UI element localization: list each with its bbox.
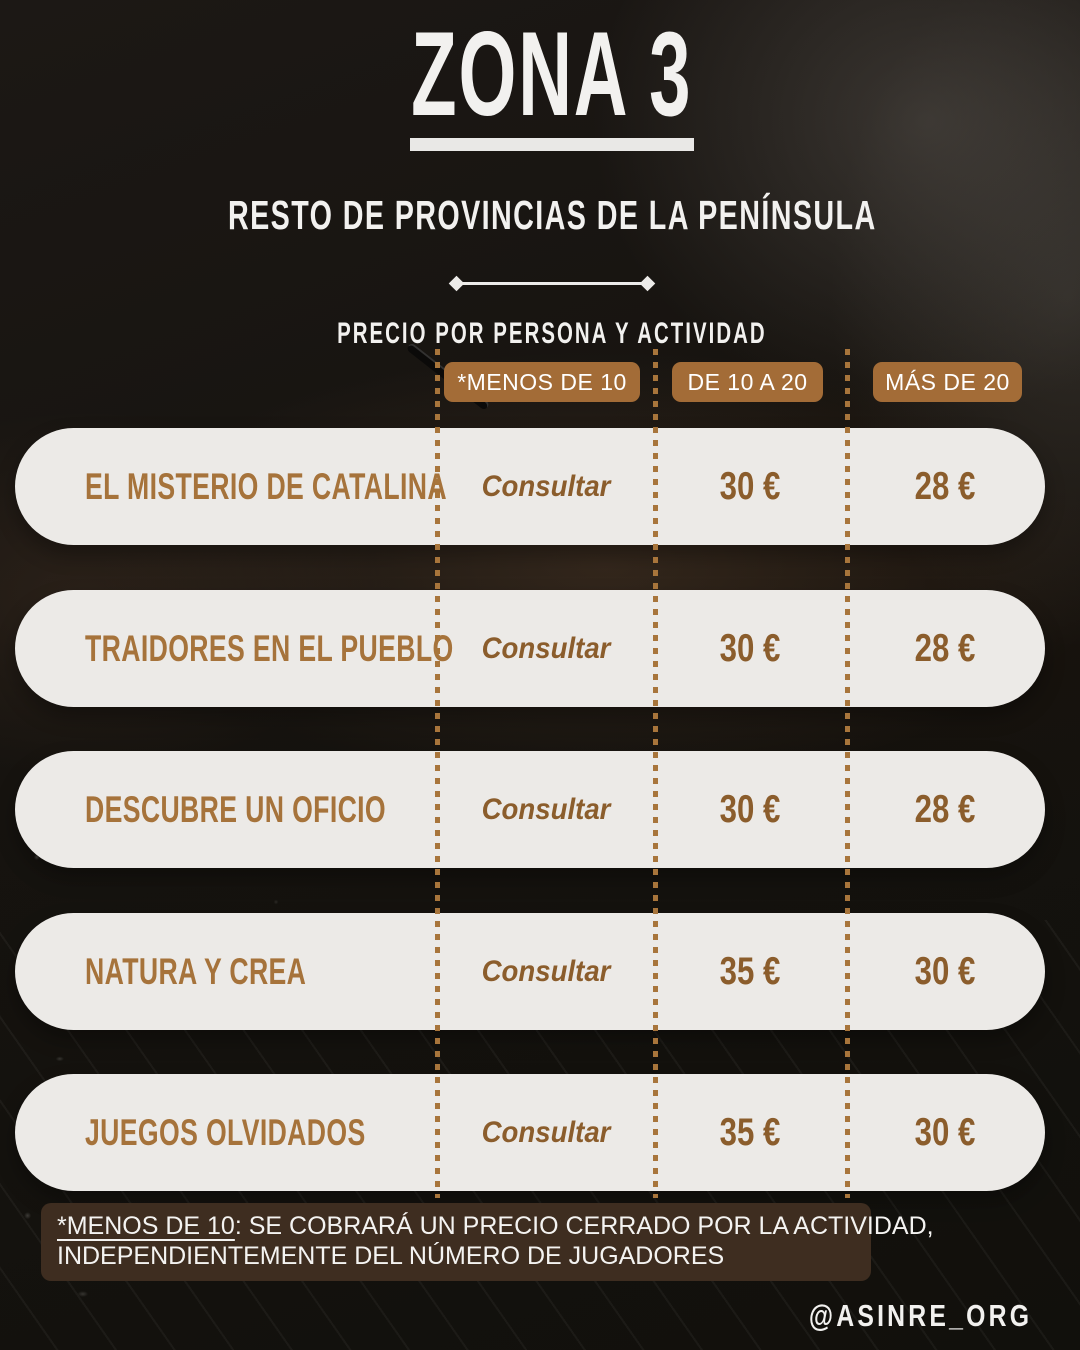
under-10-cell: Consultar — [481, 792, 611, 826]
footnote-line-2: INDEPENDIENTEMENTE DEL NÚMERO DE JUGADOR… — [57, 1241, 855, 1271]
table-row: JUEGOS OLVIDADOS Consultar 35 € 30 € — [15, 1074, 1045, 1191]
activity-name: JUEGOS OLVIDADOS — [85, 1111, 366, 1153]
column-header-de-10-a-20: DE 10 A 20 — [672, 362, 823, 402]
header: ZONA 3 RESTO DE PROVINCIAS DE LA PENÍNSU… — [24, 0, 1080, 349]
from-10-to-20-cell: 30 € — [719, 787, 781, 831]
activity-name: NATURA Y CREA — [85, 950, 307, 992]
footnote-line-1: *MENOS DE 10: SE COBRARÁ UN PRECIO CERRA… — [57, 1211, 934, 1241]
subtitle: RESTO DE PROVINCIAS DE LA PENÍNSULA — [227, 191, 877, 238]
diamond-icon — [448, 275, 465, 291]
from-10-to-20-cell: 30 € — [719, 626, 781, 670]
footnote-text: : SE COBRARÁ UN PRECIO CERRADO POR LA AC… — [234, 1212, 934, 1240]
price-tagline: PRECIO POR PERSONA Y ACTIVIDAD — [337, 316, 767, 350]
table-row: DESCUBRE UN OFICIO Consultar 30 € 28 € — [15, 751, 1045, 868]
under-10-cell: Consultar — [481, 631, 611, 665]
divider-line — [462, 281, 642, 285]
activity-name: EL MISTERIO DE CATALINA — [85, 465, 448, 507]
footnote-text: INDEPENDIENTEMENTE DEL NÚMERO DE JUGADOR… — [57, 1242, 725, 1270]
instagram-handle: @ASINRE_ORG — [808, 1298, 1032, 1333]
under-10-cell: Consultar — [481, 954, 611, 988]
column-header-mas-de-20: MÁS DE 20 — [873, 362, 1022, 402]
activity-name: DESCUBRE UN OFICIO — [85, 788, 387, 830]
diamond-icon — [639, 275, 656, 291]
under-10-cell: Consultar — [481, 469, 611, 503]
over-20-cell: 28 € — [914, 626, 976, 670]
ornament-divider — [24, 275, 1080, 291]
title-underline — [410, 137, 694, 151]
table-row: TRAIDORES EN EL PUEBLO Consultar 30 € 28… — [15, 590, 1045, 707]
footnote-label: *MENOS DE 10 — [57, 1212, 235, 1240]
activity-name: TRAIDORES EN EL PUEBLO — [85, 627, 454, 669]
column-header-menos-de-10: *MENOS DE 10 — [444, 362, 640, 402]
over-20-cell: 28 € — [914, 787, 976, 831]
under-10-cell: Consultar — [481, 1115, 611, 1149]
column-divider — [435, 349, 440, 1198]
page-title: ZONA 3 — [411, 7, 693, 141]
column-divider — [653, 349, 658, 1198]
from-10-to-20-cell: 30 € — [719, 464, 781, 508]
table-row: NATURA Y CREA Consultar 35 € 30 € — [15, 913, 1045, 1030]
table-row: EL MISTERIO DE CATALINA Consultar 30 € 2… — [15, 428, 1045, 545]
from-10-to-20-cell: 35 € — [719, 1110, 781, 1154]
over-20-cell: 30 € — [914, 1110, 976, 1154]
footnote-box: *MENOS DE 10: SE COBRARÁ UN PRECIO CERRA… — [41, 1203, 934, 1281]
over-20-cell: 28 € — [914, 464, 976, 508]
column-divider — [845, 349, 850, 1198]
over-20-cell: 30 € — [914, 949, 976, 993]
from-10-to-20-cell: 35 € — [719, 949, 781, 993]
